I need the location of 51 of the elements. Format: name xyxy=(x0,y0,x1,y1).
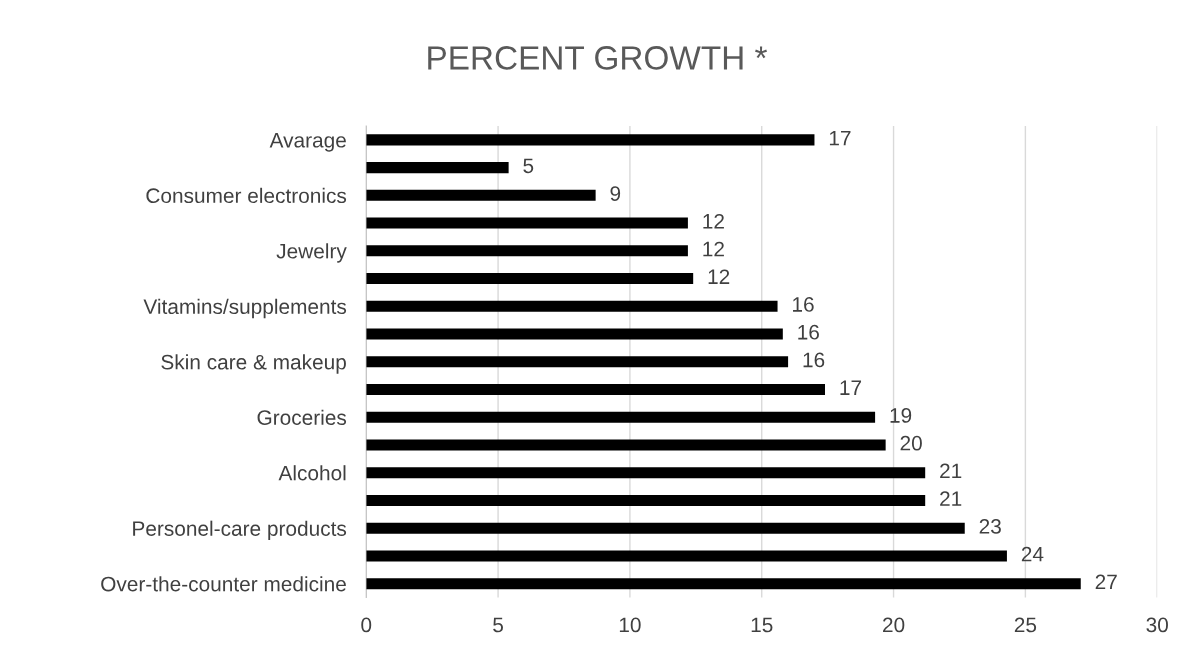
bar xyxy=(366,522,965,534)
x-tick-label: 5 xyxy=(493,617,503,633)
y-tick-label: Skin care & makeup xyxy=(161,354,346,374)
x-tick-label: 20 xyxy=(883,617,905,633)
bar xyxy=(366,245,688,257)
y-tick-label: Over-the-counter medicine xyxy=(101,576,346,592)
y-tick-label: Vitamins/supplements xyxy=(143,298,347,319)
chart-title: PERCENT GROWTH * xyxy=(428,46,767,70)
bar xyxy=(366,578,1081,590)
x-tick-label: 25 xyxy=(1014,617,1037,633)
y-tick-label: Consumer electronics xyxy=(146,187,347,204)
bar xyxy=(366,272,694,285)
bar xyxy=(366,328,783,340)
data-label: 16 xyxy=(803,352,825,368)
data-label: 5 xyxy=(523,158,534,174)
data-label: 16 xyxy=(798,324,819,340)
bar xyxy=(366,411,876,423)
y-tick-label: Avarage xyxy=(269,133,346,152)
data-label: 21 xyxy=(940,463,962,479)
data-label: 20 xyxy=(900,435,922,451)
bar xyxy=(366,383,826,396)
x-tick-label: 15 xyxy=(751,617,773,633)
data-label: 23 xyxy=(979,519,1001,534)
data-label: 27 xyxy=(1095,574,1117,590)
bar xyxy=(366,439,886,451)
y-tick-label: Groceries xyxy=(257,409,347,425)
x-tick-label: 30 xyxy=(1146,617,1168,633)
data-label: 9 xyxy=(610,186,621,201)
x-tick-label: 0 xyxy=(361,617,372,633)
bar xyxy=(366,467,926,479)
x-tick-label: 10 xyxy=(619,617,641,633)
data-label: 12 xyxy=(703,213,724,229)
data-label: 17 xyxy=(829,130,851,146)
data-label: 24 xyxy=(1021,546,1044,562)
data-label: 16 xyxy=(793,297,814,312)
y-tick-label: Alcohol xyxy=(278,465,346,481)
bar xyxy=(366,134,815,146)
y-tick-label: Jewelry xyxy=(276,243,347,263)
bar xyxy=(366,356,789,368)
data-label: 12 xyxy=(703,241,724,257)
bar xyxy=(366,550,1007,562)
bar xyxy=(366,217,688,229)
data-label: 17 xyxy=(840,380,862,395)
data-label: 19 xyxy=(890,408,912,423)
data-label: 12 xyxy=(708,269,730,284)
bar xyxy=(366,300,778,312)
bar xyxy=(366,494,926,507)
data-label: 21 xyxy=(940,491,962,506)
bar xyxy=(366,162,509,174)
bar xyxy=(366,189,596,201)
y-tick-label: Personel-care products xyxy=(133,520,347,541)
